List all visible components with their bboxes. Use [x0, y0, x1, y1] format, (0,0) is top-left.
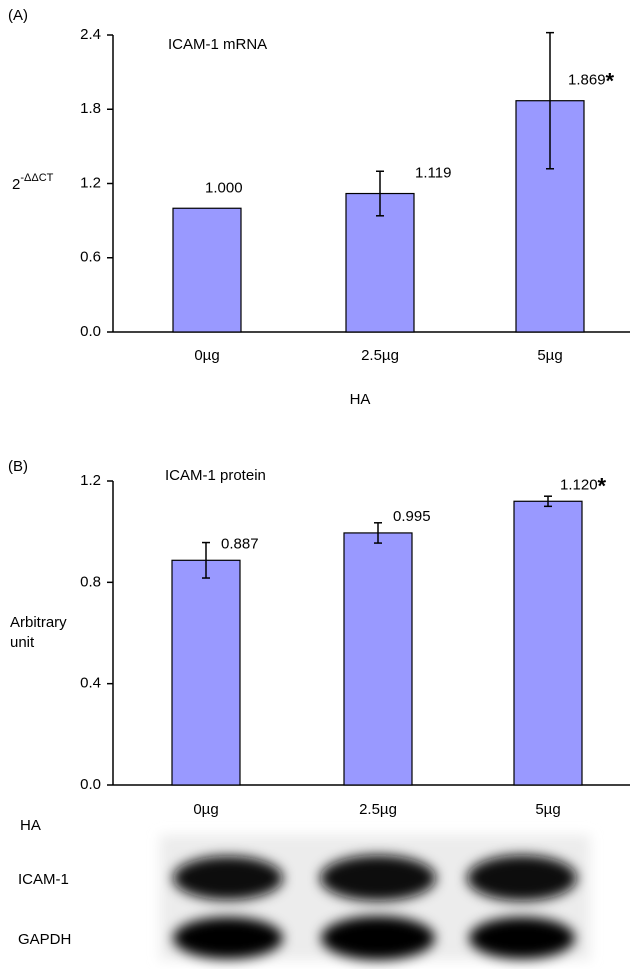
- y-tick-label: 0.0: [80, 776, 101, 793]
- y-axis-label: Arbitrary: [10, 614, 67, 631]
- significance-mark: *: [598, 473, 607, 498]
- x-tick-label: 5µg: [537, 347, 562, 364]
- x-tick-label: 2.5µg: [361, 347, 399, 364]
- y-tick-label: 1.8: [80, 100, 101, 117]
- y-tick-label: 0.6: [80, 249, 101, 266]
- x-tick-label: 5µg: [535, 801, 560, 818]
- x-tick-label: 2.5µg: [359, 801, 397, 818]
- blot: [160, 835, 590, 960]
- value-label-text: 0.995: [393, 508, 431, 525]
- blot-row-label: GAPDH: [18, 931, 71, 948]
- value-label: 0.887: [221, 535, 259, 552]
- value-label: 1.119: [415, 164, 451, 181]
- value-label-text: 1.119: [415, 164, 451, 181]
- y-tick-label: 0.4: [80, 675, 101, 692]
- y-tick-label: 0.0: [80, 323, 101, 340]
- value-label-text: 1.120: [560, 476, 598, 493]
- y-tick-label: 2.4: [80, 26, 101, 43]
- bar: [172, 560, 240, 785]
- bar: [344, 533, 412, 785]
- x-tick-label: 0µg: [193, 801, 218, 818]
- value-label: 0.995: [393, 508, 431, 525]
- bar: [173, 208, 241, 332]
- y-tick-label: 0.8: [80, 573, 101, 590]
- figure: (A) ICAM-1 mRNA 0.0 0.6 1.2 1.8 2.4 0µg 1.000 2.5…: [0, 0, 636, 969]
- significance-mark: *: [606, 69, 615, 94]
- y-label-base: 2: [12, 176, 20, 193]
- value-label-text: 1.869: [568, 72, 606, 89]
- chart-title: ICAM-1 mRNA: [168, 36, 267, 53]
- chart-title: ICAM-1 protein: [165, 467, 266, 484]
- panel-label: (A): [8, 7, 28, 24]
- x-axis-label: HA: [350, 391, 371, 408]
- value-label-text: 0.887: [221, 535, 259, 552]
- y-tick-label: 1.2: [80, 174, 101, 191]
- x-tick-label: 0µg: [194, 347, 219, 364]
- panel-label: (B): [8, 458, 28, 475]
- blot-row-label: ICAM-1: [18, 871, 69, 888]
- bar: [514, 501, 582, 785]
- y-label-exponent: -ΔΔCT: [20, 172, 53, 184]
- x-axis-label: HA: [20, 817, 41, 834]
- value-label: 1.000: [205, 179, 243, 196]
- y-axis-label: unit: [10, 634, 35, 651]
- value-label-text: 1.000: [205, 179, 243, 196]
- y-tick-label: 1.2: [80, 472, 101, 489]
